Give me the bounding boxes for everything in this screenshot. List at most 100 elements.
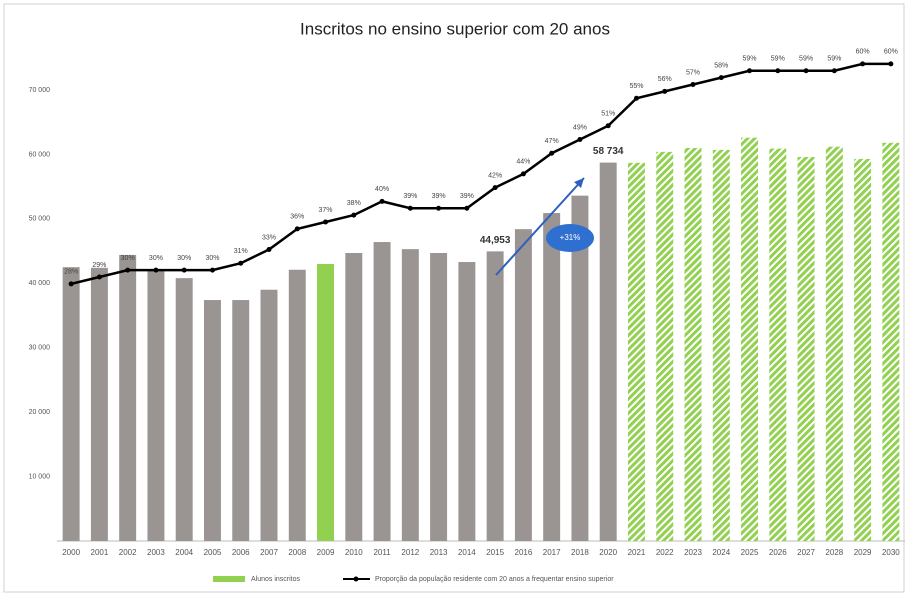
- chart-title: Inscritos no ensino superior com 20 anos: [300, 19, 610, 38]
- bar: [486, 251, 504, 541]
- bar: [769, 148, 787, 541]
- line-value-label: 39%: [460, 193, 474, 200]
- arrow-head: [574, 178, 584, 188]
- line-value-label: 47%: [545, 138, 559, 145]
- line-value-label: 55%: [629, 83, 643, 90]
- bar: [288, 269, 306, 541]
- bar: [656, 151, 674, 541]
- x-tick-label: 2029: [854, 548, 872, 557]
- line-value-label: 28%: [64, 269, 78, 276]
- bar: [90, 267, 108, 541]
- line-marker: [690, 82, 696, 87]
- x-tick-label: 2026: [769, 548, 787, 557]
- line-value-label: 30%: [149, 255, 163, 262]
- x-tick-label: 2016: [515, 548, 533, 557]
- line-value-label: 31%: [234, 248, 248, 255]
- x-tick-label: 2005: [204, 548, 222, 557]
- line-marker: [379, 198, 385, 204]
- line-value-label: 51%: [601, 111, 615, 118]
- line-marker: [153, 267, 159, 273]
- x-tick-label: 2006: [232, 548, 250, 557]
- bar: [430, 253, 448, 542]
- line-marker: [238, 260, 244, 266]
- x-tick-label: 2025: [741, 548, 759, 557]
- plot: 10 000 20 000 30 000 40 000 50 000 60 000 70 0…: [29, 49, 905, 557]
- bar: [260, 289, 278, 541]
- chart-frame: [3, 3, 905, 593]
- x-tick-label: 2002: [119, 548, 137, 557]
- y-tick-label: 10 000: [29, 473, 51, 480]
- x-tick-label: 2001: [91, 548, 109, 557]
- line-marker: [605, 123, 611, 129]
- line-marker: [803, 68, 809, 74]
- y-tick-label: 70 000: [29, 87, 51, 94]
- bar: [62, 267, 80, 541]
- bar-value-label: 44,953: [480, 235, 511, 246]
- y-tick-label: 50 000: [29, 216, 51, 223]
- line-marker: [323, 219, 329, 225]
- line-value-label: 60%: [856, 49, 870, 56]
- bar: [741, 137, 759, 542]
- line-marker: [633, 95, 639, 101]
- bar: [627, 162, 645, 541]
- line-value-label: 36%: [290, 214, 304, 221]
- line-marker: [294, 226, 300, 232]
- line-value-label: 37%: [319, 207, 333, 214]
- x-tick-label: 2004: [175, 548, 193, 557]
- x-tick-label: 2023: [684, 548, 702, 557]
- line-marker: [464, 205, 470, 211]
- line-marker: [831, 68, 837, 74]
- line-marker: [125, 267, 131, 273]
- line-marker: [68, 281, 74, 287]
- line-value-label: 39%: [432, 193, 446, 200]
- x-tick-label: 2017: [543, 548, 561, 557]
- line-marker: [266, 247, 272, 252]
- bar: [232, 300, 250, 541]
- x-tick-label: 2011: [373, 548, 391, 557]
- bar: [543, 213, 561, 541]
- x-tick-label: 2008: [288, 548, 306, 557]
- line-value-label: 56%: [658, 76, 672, 83]
- x-tick-label: 2000: [62, 548, 80, 557]
- bar: [882, 142, 900, 541]
- line-value-label: 59%: [743, 56, 757, 63]
- line-marker: [577, 137, 583, 142]
- line-value-label: 39%: [403, 193, 417, 200]
- bar: [345, 253, 363, 542]
- line-value-label: 44%: [516, 159, 530, 166]
- bar: [175, 278, 193, 541]
- line-marker: [436, 205, 442, 211]
- legend-label: Alunos inscritos: [251, 576, 301, 583]
- line-marker: [520, 171, 526, 177]
- line-marker: [209, 267, 215, 273]
- y-tick-label: 60 000: [29, 151, 51, 158]
- bar: [571, 195, 589, 542]
- x-tick-label: 2027: [797, 548, 815, 557]
- annotation: +31%: [560, 233, 581, 242]
- x-tick-label: 2022: [656, 548, 674, 557]
- line-marker: [96, 274, 102, 280]
- line: [70, 62, 891, 286]
- x-tick-label: 2028: [825, 548, 843, 557]
- bar: [458, 262, 476, 541]
- line-value-label: 59%: [799, 56, 813, 63]
- line-value-label: 30%: [177, 255, 191, 262]
- bar: [203, 300, 221, 541]
- legend-label: Proporção da população residente com 20 …: [375, 576, 614, 583]
- x-tick-label: 2020: [599, 548, 617, 557]
- line-value-label: 49%: [573, 124, 587, 131]
- line-marker: [549, 150, 555, 156]
- bar: [712, 149, 730, 541]
- line-value-label: 60%: [884, 49, 898, 56]
- bar: [825, 146, 843, 541]
- line-value-label: 38%: [347, 200, 361, 207]
- y-tick-label: 20 000: [29, 409, 51, 416]
- line-marker: [407, 205, 413, 211]
- bar: [797, 157, 815, 541]
- x-tick-label: 2021: [628, 548, 646, 557]
- line-value-label: 58%: [714, 62, 728, 69]
- line-value-label: 29%: [92, 262, 106, 269]
- line-value-label: 30%: [121, 255, 135, 262]
